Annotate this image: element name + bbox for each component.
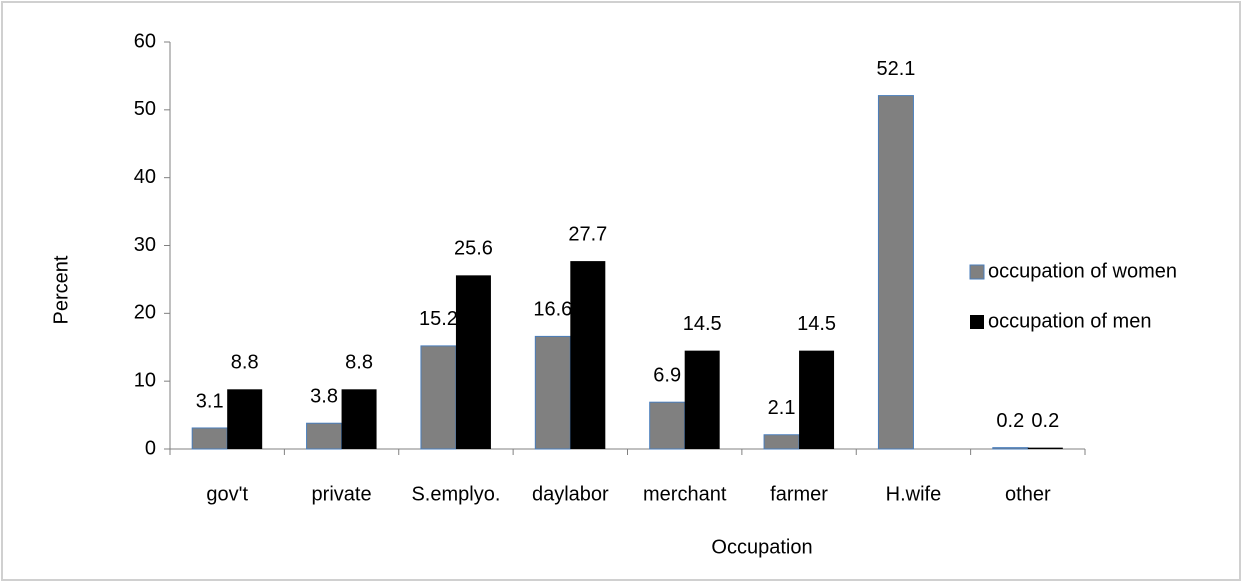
value-label: 0.2 <box>1031 410 1059 432</box>
value-label: 14.5 <box>797 313 836 335</box>
x-tick-label: merchant <box>643 483 727 505</box>
y-tick-label: 0 <box>145 437 156 459</box>
bar <box>763 434 800 450</box>
bar <box>570 261 606 449</box>
y-tick-label: 10 <box>134 369 156 391</box>
x-tick-label: S.emplyo. <box>411 483 500 505</box>
value-label: 3.8 <box>310 386 338 408</box>
value-label: 15.2 <box>419 308 458 330</box>
x-axis-title: Occupation <box>711 536 812 558</box>
legend-label: occupation of women <box>988 260 1177 282</box>
x-tick-label: gov't <box>206 483 248 505</box>
value-label: 8.8 <box>345 352 373 374</box>
bar <box>992 447 1029 450</box>
y-tick-label: 50 <box>134 98 156 120</box>
legend-swatch <box>969 264 985 280</box>
value-label: 14.5 <box>683 313 722 335</box>
x-tick-label: other <box>1005 483 1051 505</box>
value-label: 52.1 <box>876 58 915 80</box>
y-axis-title: Percent <box>50 255 72 324</box>
bar <box>877 95 914 450</box>
y-tick-label: 20 <box>134 302 156 324</box>
value-label: 8.8 <box>231 352 259 374</box>
bar <box>684 350 720 449</box>
bar <box>306 422 343 450</box>
y-tick-label: 60 <box>134 30 156 52</box>
y-tick-label: 40 <box>134 166 156 188</box>
x-tick-label: private <box>312 483 372 505</box>
bar <box>227 389 263 449</box>
value-label: 2.1 <box>768 397 796 419</box>
x-tick-label: farmer <box>770 483 828 505</box>
legend-label: occupation of men <box>988 310 1151 332</box>
legend-swatch <box>970 315 984 329</box>
value-label: 3.1 <box>196 390 224 412</box>
bar <box>191 427 228 450</box>
bar <box>420 345 457 450</box>
bar <box>649 401 686 450</box>
value-label: 27.7 <box>568 223 607 245</box>
bar <box>341 389 377 449</box>
bar <box>799 350 835 449</box>
bar <box>455 275 491 449</box>
value-label: 16.6 <box>533 299 572 321</box>
x-tick-label: H.wife <box>886 483 942 505</box>
y-tick-label: 30 <box>134 234 156 256</box>
bar <box>534 335 571 450</box>
value-label: 0.2 <box>996 410 1024 432</box>
bar <box>1027 447 1063 449</box>
value-label: 6.9 <box>653 364 681 386</box>
value-label: 25.6 <box>454 238 493 260</box>
x-tick-label: daylabor <box>532 483 609 505</box>
